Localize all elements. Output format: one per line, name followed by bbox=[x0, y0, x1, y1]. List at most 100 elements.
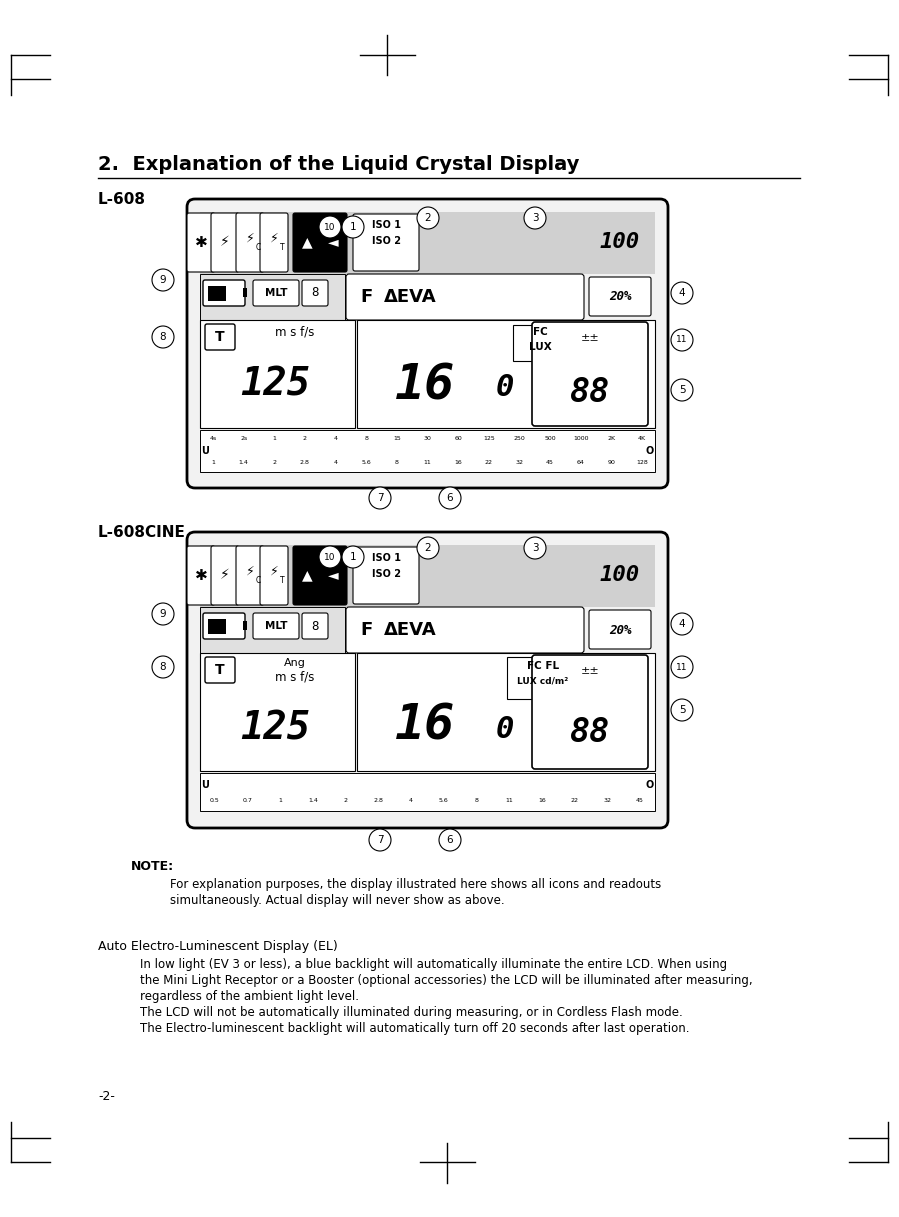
FancyBboxPatch shape bbox=[236, 546, 264, 605]
Text: 250: 250 bbox=[513, 437, 525, 442]
Text: FC FL: FC FL bbox=[527, 661, 559, 671]
Text: 1.4: 1.4 bbox=[308, 798, 318, 803]
Text: 1000: 1000 bbox=[573, 437, 589, 442]
Text: 10: 10 bbox=[325, 553, 335, 561]
Text: ▲: ▲ bbox=[302, 236, 312, 249]
Bar bbox=[513, 325, 568, 361]
Circle shape bbox=[342, 215, 364, 239]
Text: O: O bbox=[645, 780, 654, 790]
Text: 16: 16 bbox=[538, 798, 546, 803]
Text: 125: 125 bbox=[240, 710, 310, 747]
Text: 4: 4 bbox=[679, 288, 685, 298]
Text: 9: 9 bbox=[160, 275, 166, 285]
Bar bbox=[200, 773, 655, 811]
Bar bbox=[200, 320, 355, 428]
Text: 4: 4 bbox=[334, 437, 337, 442]
Text: ⚡: ⚡ bbox=[220, 236, 230, 249]
FancyBboxPatch shape bbox=[187, 532, 668, 828]
Text: ISO 2: ISO 2 bbox=[371, 236, 400, 246]
Bar bbox=[200, 274, 345, 320]
Text: 2: 2 bbox=[272, 460, 276, 465]
Text: 100: 100 bbox=[600, 565, 640, 585]
Text: 22: 22 bbox=[571, 798, 579, 803]
Text: ISO 2: ISO 2 bbox=[371, 570, 400, 579]
Text: -2-: -2- bbox=[98, 1090, 115, 1103]
Circle shape bbox=[671, 282, 693, 304]
Text: 7: 7 bbox=[377, 835, 383, 845]
Text: T: T bbox=[280, 576, 285, 585]
Circle shape bbox=[342, 546, 364, 568]
Circle shape bbox=[671, 656, 693, 678]
Text: 6: 6 bbox=[447, 493, 453, 503]
Circle shape bbox=[152, 326, 174, 348]
Text: 9: 9 bbox=[160, 608, 166, 619]
Text: 1: 1 bbox=[211, 460, 215, 465]
Text: 4s: 4s bbox=[209, 437, 217, 442]
Text: 2: 2 bbox=[343, 798, 348, 803]
Text: 0: 0 bbox=[496, 374, 514, 403]
Text: In low light (EV 3 or less), a blue backlight will automatically illuminate the : In low light (EV 3 or less), a blue back… bbox=[140, 958, 727, 971]
Text: 10: 10 bbox=[325, 223, 335, 231]
Text: 16: 16 bbox=[395, 361, 455, 409]
FancyBboxPatch shape bbox=[203, 280, 245, 305]
Text: 5: 5 bbox=[679, 385, 685, 396]
Circle shape bbox=[524, 207, 546, 229]
FancyBboxPatch shape bbox=[236, 213, 264, 273]
Text: NOTE:: NOTE: bbox=[131, 860, 174, 873]
Bar bbox=[200, 430, 655, 472]
Text: 11: 11 bbox=[423, 460, 432, 465]
FancyBboxPatch shape bbox=[253, 613, 299, 639]
Text: ▲: ▲ bbox=[302, 568, 312, 583]
FancyBboxPatch shape bbox=[589, 610, 651, 649]
Bar bbox=[200, 654, 355, 772]
Bar bbox=[200, 212, 655, 274]
Text: 4K: 4K bbox=[638, 437, 646, 442]
Circle shape bbox=[369, 829, 391, 851]
FancyBboxPatch shape bbox=[302, 613, 328, 639]
Text: 60: 60 bbox=[454, 437, 462, 442]
FancyBboxPatch shape bbox=[302, 280, 328, 305]
Text: Auto Electro-Luminescent Display (EL): Auto Electro-Luminescent Display (EL) bbox=[98, 940, 338, 953]
Circle shape bbox=[152, 269, 174, 291]
Text: 2.8: 2.8 bbox=[373, 798, 383, 803]
Text: the Mini Light Receptor or a Booster (optional accessories) the LCD will be illu: the Mini Light Receptor or a Booster (op… bbox=[140, 974, 752, 987]
Bar bbox=[208, 619, 226, 634]
Text: 22: 22 bbox=[485, 460, 493, 465]
Text: 5.6: 5.6 bbox=[439, 798, 449, 803]
Text: T: T bbox=[280, 243, 285, 252]
Text: The Electro-luminescent backlight will automatically turn off 20 seconds after l: The Electro-luminescent backlight will a… bbox=[140, 1022, 690, 1034]
Text: regardless of the ambient light level.: regardless of the ambient light level. bbox=[140, 989, 359, 1003]
Text: 20%: 20% bbox=[609, 623, 631, 636]
Text: 32: 32 bbox=[515, 460, 523, 465]
Text: 8: 8 bbox=[311, 286, 319, 299]
Circle shape bbox=[671, 613, 693, 635]
Text: T: T bbox=[215, 330, 225, 344]
Text: 2.8: 2.8 bbox=[300, 460, 310, 465]
FancyBboxPatch shape bbox=[532, 655, 648, 769]
Bar bbox=[243, 621, 247, 630]
Text: The LCD will not be automatically illuminated during measuring, or in Cordless F: The LCD will not be automatically illumi… bbox=[140, 1006, 682, 1019]
Text: 8: 8 bbox=[364, 437, 369, 442]
FancyBboxPatch shape bbox=[319, 213, 347, 273]
Bar bbox=[200, 607, 345, 654]
Text: 64: 64 bbox=[577, 460, 584, 465]
Text: L-608: L-608 bbox=[98, 192, 146, 207]
Text: 3: 3 bbox=[531, 543, 539, 553]
Bar bbox=[357, 320, 655, 428]
FancyBboxPatch shape bbox=[205, 324, 235, 350]
Text: FC: FC bbox=[532, 327, 547, 337]
Text: ◄: ◄ bbox=[328, 568, 338, 583]
Text: 1.4: 1.4 bbox=[239, 460, 249, 465]
Text: 7: 7 bbox=[377, 493, 383, 503]
Text: 500: 500 bbox=[544, 437, 556, 442]
Text: 2: 2 bbox=[424, 213, 432, 223]
Text: 8: 8 bbox=[395, 460, 399, 465]
Text: ◄: ◄ bbox=[328, 236, 338, 249]
Text: 5.6: 5.6 bbox=[361, 460, 371, 465]
FancyBboxPatch shape bbox=[187, 213, 215, 273]
Text: ΔEVA: ΔEVA bbox=[384, 288, 436, 305]
Circle shape bbox=[417, 537, 439, 559]
Text: 2s: 2s bbox=[240, 437, 247, 442]
Text: 8: 8 bbox=[160, 662, 166, 672]
Text: 2: 2 bbox=[303, 437, 307, 442]
